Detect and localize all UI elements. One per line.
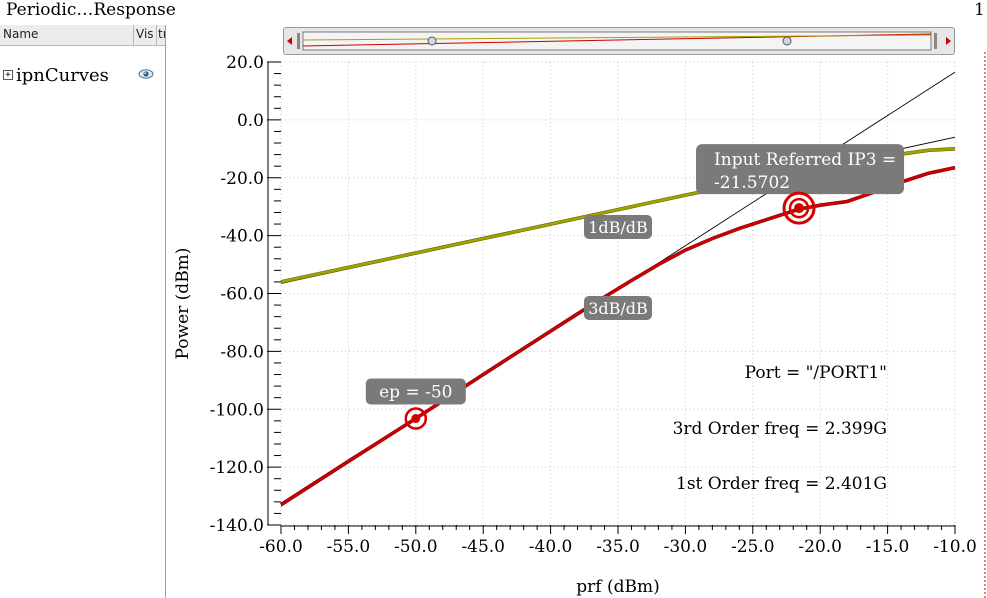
- overview-track[interactable]: [284, 28, 954, 54]
- eye-icon[interactable]: [138, 67, 154, 81]
- window-title-suffix: 1: [974, 0, 985, 20]
- marker-dot[interactable]: [794, 203, 805, 214]
- overview-marker-icon[interactable]: [782, 36, 792, 46]
- info-annotation: Port = "/PORT1": [745, 363, 887, 383]
- x-tick-label: -40.0: [529, 537, 573, 557]
- marker-label: -21.5702: [714, 173, 790, 193]
- x-tick-label: -10.0: [933, 537, 977, 557]
- y-tick-label: -80.0: [220, 342, 264, 362]
- marker-ring[interactable]: [404, 407, 428, 430]
- marker-ring[interactable]: [782, 191, 816, 225]
- y-tick-label: -140.0: [210, 516, 264, 536]
- window-title: Periodic…Response: [6, 0, 176, 20]
- x-tick-label: -20.0: [798, 537, 842, 557]
- column-separator[interactable]: [133, 25, 134, 45]
- slope-label: 1dB/dB: [588, 218, 648, 237]
- series-line-3rd-order[interactable]: [280, 166, 956, 506]
- marker-label: Input Referred IP3 =: [714, 150, 896, 170]
- x-tick-label: -45.0: [461, 537, 505, 557]
- column-header-trace[interactable]: tr: [158, 27, 165, 41]
- overview-scrollbar[interactable]: [283, 27, 955, 55]
- marker-ring[interactable]: [788, 197, 810, 219]
- sidebar-panel: Name Vis tr + ipnCurves: [0, 25, 166, 598]
- sidebar-header: Name Vis tr: [0, 25, 165, 46]
- info-annotation: 1st Order freq = 2.401G: [676, 474, 887, 494]
- overview-series-first-order: [302, 34, 932, 41]
- y-tick-label: 20.0: [226, 53, 264, 73]
- x-axis-label: prf (dBm): [576, 577, 659, 597]
- y-tick-label: -100.0: [210, 400, 264, 420]
- slope-label: 3dB/dB: [588, 299, 648, 318]
- grid: -60.0 -55.0 -50.0 -45.0 -40.0 -35.0 -30.0 -25.0…: [173, 53, 977, 597]
- marker-label-box: [365, 378, 466, 405]
- x-tick-label: -50.0: [394, 537, 438, 557]
- x-tick-label: -15.0: [866, 537, 910, 557]
- overview-marker-icon[interactable]: [427, 36, 437, 46]
- y-tick-label: -20.0: [220, 169, 264, 189]
- slope-label-box: [584, 214, 652, 239]
- scroll-left-arrow-icon[interactable]: [287, 37, 292, 45]
- column-header-visible[interactable]: Vis: [136, 27, 154, 41]
- x-tick-label: -60.0: [259, 537, 303, 557]
- column-separator[interactable]: [156, 25, 157, 45]
- tree-item-label: ipnCurves: [16, 65, 109, 86]
- slope-label-box: [584, 295, 652, 320]
- y-tick-label: -40.0: [220, 227, 264, 247]
- y-tick-label: -120.0: [210, 458, 264, 478]
- scroll-right-arrow-icon[interactable]: [946, 37, 951, 45]
- column-header-name[interactable]: Name: [3, 27, 39, 41]
- x-tick-label: -35.0: [596, 537, 640, 557]
- x-tick-label: -25.0: [731, 537, 775, 557]
- marker-label-box: [696, 144, 905, 195]
- range-left-handle[interactable]: [297, 33, 300, 49]
- tree-item-ipncurves[interactable]: + ipnCurves: [0, 65, 165, 87]
- info-annotation: 3rd Order freq = 2.399G: [673, 419, 887, 439]
- x-tick-label: -30.0: [664, 537, 708, 557]
- marker-dot[interactable]: [411, 414, 421, 424]
- marker-label: ep = -50: [379, 383, 452, 403]
- y-tick-label: -60.0: [220, 285, 264, 305]
- expand-icon[interactable]: +: [3, 70, 13, 80]
- x-tick-label: -55.0: [327, 537, 371, 557]
- y-tick-label: 0.0: [237, 111, 264, 131]
- annotation-layer: 1dB/dB 3dB/dB ep = -50 Input Referred IP3 =…: [365, 144, 905, 494]
- range-right-handle[interactable]: [934, 33, 937, 49]
- y-axis-label: Power (dBm): [173, 248, 193, 360]
